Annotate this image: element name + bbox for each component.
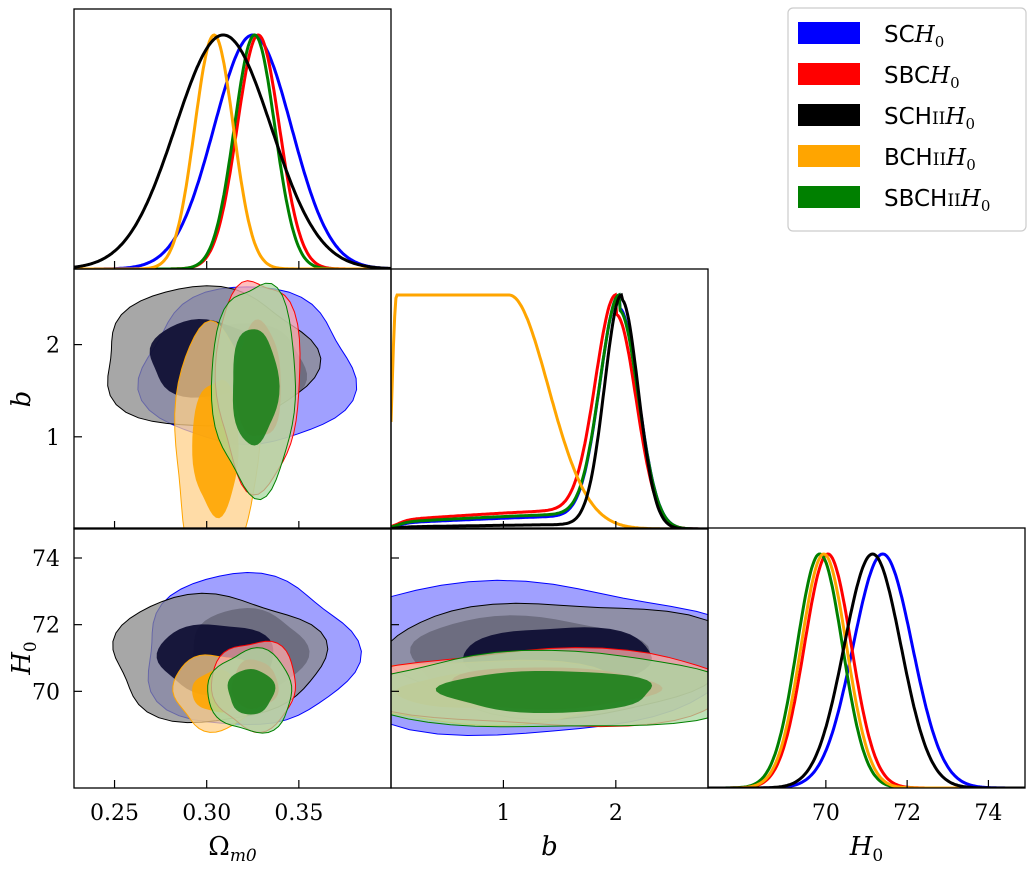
pdf-curve-b-SCHIIH0 xyxy=(391,292,708,529)
pdf-curve-Om-SCHIIH0 xyxy=(74,33,391,269)
y-tick-label-b: 1 xyxy=(46,426,60,451)
panel-frame-1-1 xyxy=(390,268,709,530)
legend-label-SBCHIIH0: SBCHIIH0 xyxy=(884,186,990,215)
contour-panel-H0_vs_Om xyxy=(112,571,362,734)
y-tick-label-H0: 70 xyxy=(32,680,60,705)
x-tick-label-H0: 74 xyxy=(974,801,1002,826)
pdf-curve-Om-SBCH0 xyxy=(74,33,391,269)
diag-panel-b xyxy=(391,292,708,529)
y-tick-label-H0: 72 xyxy=(32,614,60,639)
legend-label-SBCH0: SBCH0 xyxy=(884,63,960,92)
legend-swatch-SCHIIH0 xyxy=(798,104,860,126)
x-tick-label-Om: 0.35 xyxy=(274,801,323,826)
contour-panel-H0_vs_b xyxy=(391,579,708,737)
x-tick-label-Om: 0.30 xyxy=(182,801,231,826)
axis-title-Om: Ωm0 xyxy=(208,832,257,866)
diag-panel-H0 xyxy=(708,552,1025,788)
pdf-curve-H0-BCHIIH0 xyxy=(708,552,1025,788)
contour-panel-b_vs_Om xyxy=(107,280,358,529)
pdf-curve-b-SBCHIIH0 xyxy=(391,292,708,529)
contour-68-SBCHIIH0 xyxy=(232,329,280,446)
pdf-curve-H0-SCH0 xyxy=(708,552,1025,788)
legend-label-SCH0: SCH0 xyxy=(884,22,944,51)
legend-label-SCHIIH0: SCHIIH0 xyxy=(884,104,975,133)
contour-68-SBCHIIH0 xyxy=(227,669,276,715)
legend-swatch-SBCHIIH0 xyxy=(798,186,860,208)
axis-title-b: b xyxy=(541,832,558,862)
x-tick-label-H0: 70 xyxy=(812,801,840,826)
contour-68-SBCHIIH0 xyxy=(435,671,653,713)
pdf-curve-b-SCH0 xyxy=(391,292,708,529)
x-tick-label-b: 1 xyxy=(496,801,510,826)
diag-panel-Om xyxy=(74,33,391,269)
legend: SCH0 SBCH0 SCHIIH0 BCHIIH0 SBCHIIH0 xyxy=(787,7,1027,232)
legend-swatch-SCH0 xyxy=(798,22,860,44)
legend-swatch-BCHIIH0 xyxy=(798,145,860,167)
pdf-curve-Om-BCHIIH0 xyxy=(74,33,391,269)
pdf-curve-H0-SBCHIIH0 xyxy=(708,552,1025,788)
x-tick-label-Om: 0.25 xyxy=(90,801,139,826)
axis-title-H0: H0 xyxy=(849,832,884,866)
y-tick-label-b: 2 xyxy=(46,334,60,359)
pdf-curve-b-SBCH0 xyxy=(391,292,708,529)
panel-frame-2-2 xyxy=(707,527,1026,789)
axis-title-b: b xyxy=(7,391,37,408)
y-tick-label-H0: 74 xyxy=(32,547,60,572)
pdf-curve-b-BCHIIH0 xyxy=(391,293,708,529)
axis-title-H0: H0 xyxy=(7,641,41,676)
x-tick-label-b: 2 xyxy=(609,801,623,826)
legend-label-BCHIIH0: BCHIIH0 xyxy=(884,145,976,174)
legend-swatch-SBCH0 xyxy=(798,63,860,85)
x-tick-label-H0: 72 xyxy=(893,801,921,826)
